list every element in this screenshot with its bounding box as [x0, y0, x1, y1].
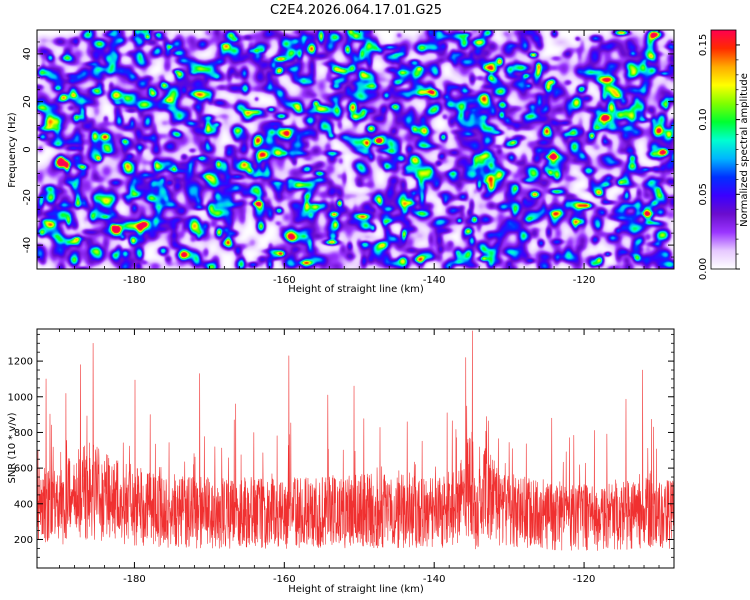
y-tick-label: 600 — [14, 464, 33, 475]
colorbar-ticks: 0.00 0.05 0.10 0.15 — [698, 34, 740, 280]
y-tick-label: 200 — [14, 535, 33, 546]
snr-y-ticks: 200 400 600 800 1000 1200 — [8, 329, 674, 568]
y-tick-label: 1000 — [8, 392, 33, 403]
y-tick-label: -40 — [22, 237, 33, 253]
heatmap-x-axis-label: Height of straight line (km) — [288, 284, 424, 295]
colorbar-tick-label: 0.05 — [698, 183, 709, 205]
x-tick-label: -140 — [423, 275, 446, 286]
snr-series-line — [37, 330, 674, 551]
colorbar-ramp — [711, 30, 736, 269]
y-tick-label: 400 — [14, 499, 33, 510]
y-tick-label: 1200 — [8, 357, 33, 368]
y-tick-label: -20 — [22, 189, 33, 205]
y-tick-label: 20 — [22, 95, 33, 108]
y-tick-label: 800 — [14, 428, 33, 439]
heatmap-y-axis-label: Frequency (Hz) — [7, 112, 18, 188]
colorbar-tick-label: 0.00 — [698, 258, 709, 280]
y-tick-label: 40 — [22, 48, 33, 61]
colorbar: 0.00 0.05 0.10 0.15 Normalized spectral amp… — [698, 29, 750, 280]
x-tick-label: -160 — [273, 574, 296, 585]
colorbar-tick-label: 0.10 — [698, 108, 709, 130]
x-tick-label: -140 — [423, 574, 446, 585]
snr-panel: -180 -160 -140 -120 200 400 600 800 1000 1200 He… — [7, 328, 675, 595]
colorbar-label: Normalized spectral amplitude — [739, 73, 750, 227]
snr-x-axis-label: Height of straight line (km) — [288, 584, 424, 595]
heatmap-image — [37, 30, 674, 269]
snr-x-ticks: -180 -160 -140 -120 — [123, 329, 595, 585]
y-tick-label: 0 — [22, 146, 33, 152]
x-tick-label: -160 — [273, 275, 296, 286]
x-tick-label: -180 — [123, 574, 146, 585]
x-tick-label: -120 — [573, 275, 596, 286]
x-tick-label: -120 — [573, 574, 596, 585]
colorbar-tick-label: 0.15 — [698, 34, 709, 56]
snr-y-axis-label: SNR (10 * v/v) — [7, 412, 18, 483]
chart-title: C2E4.2026.064.17.01.G25 — [270, 3, 442, 18]
heatmap-y-ticks: -40 -20 0 20 40 — [22, 30, 674, 269]
snr-frame — [36, 328, 675, 569]
x-tick-label: -180 — [123, 275, 146, 286]
heatmap-panel: -180 -160 -140 -120 -40 -20 0 20 40 Height of s… — [7, 29, 675, 295]
heatmap-x-ticks: -180 -160 -140 -120 — [123, 30, 595, 286]
